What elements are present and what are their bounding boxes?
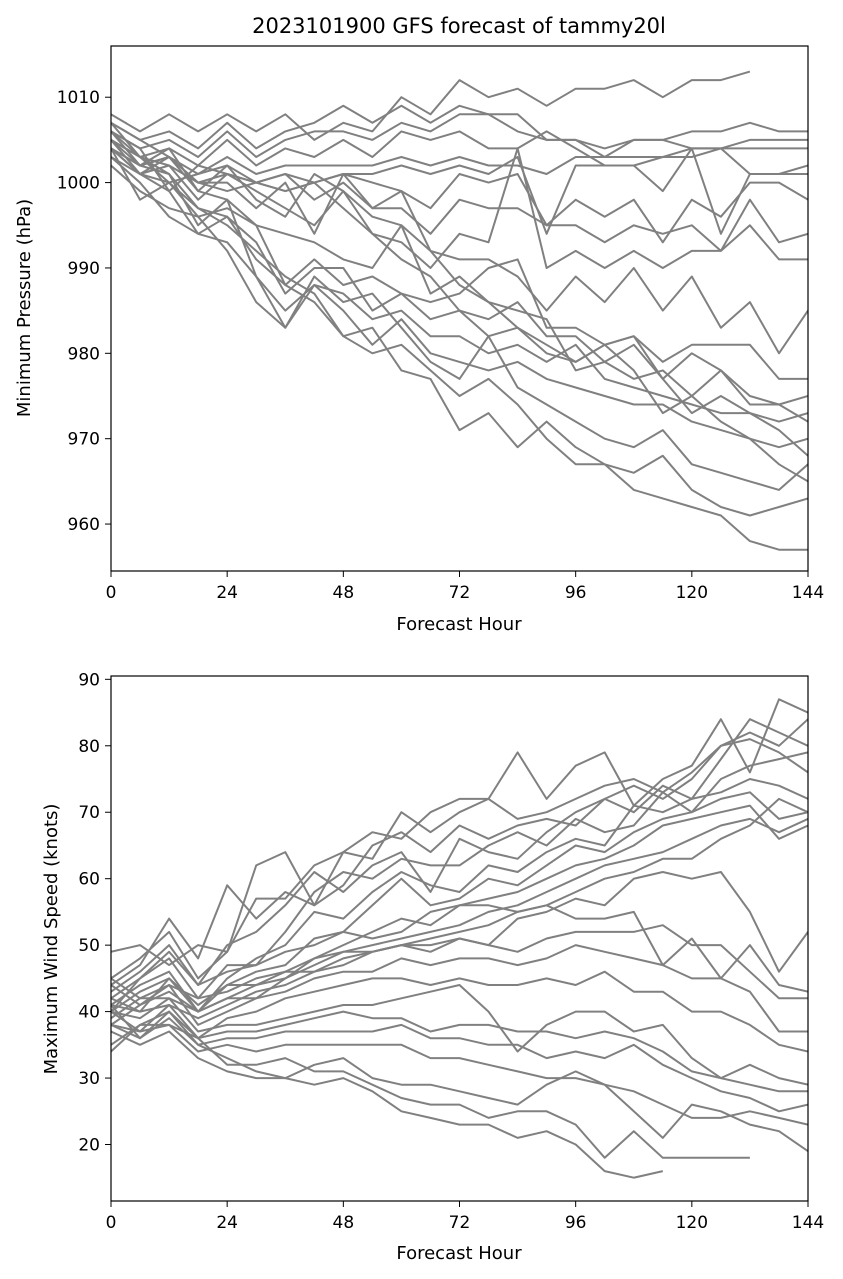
- pressure-x-tick-label: 144: [792, 583, 824, 603]
- pressure-y-axis-label: Minimum Pressure (hPa): [14, 199, 35, 417]
- chart-title: 2023101900 GFS forecast of tammy20l: [252, 14, 666, 38]
- wind-member-line-20: [111, 1017, 808, 1153]
- wind-member-line-10: [111, 797, 808, 1020]
- pressure-y-tick-label: 990: [68, 259, 100, 279]
- pressure-x-tick-label: 48: [333, 583, 355, 603]
- wind-series-layer: [111, 698, 808, 1179]
- pressure-member-line-15: [111, 130, 808, 491]
- pressure-member-line-8: [111, 147, 808, 252]
- wind-x-tick-label: 0: [106, 1213, 117, 1233]
- pressure-member-line-2: [111, 104, 808, 158]
- wind-x-axis-label: Forecast Hour: [396, 1243, 522, 1264]
- wind-y-tick-label: 50: [78, 936, 100, 956]
- wind-y-tick-label: 70: [78, 803, 100, 823]
- wind-member-line-16: [111, 984, 808, 1086]
- pressure-x-tick-label: 72: [449, 583, 471, 603]
- wind-member-line-18: [111, 1004, 808, 1113]
- pressure-x-tick-label: 24: [216, 583, 238, 603]
- wind-x-tick-label: 24: [216, 1213, 238, 1233]
- pressure-member-line-19: [111, 139, 808, 457]
- wind-member-line-15: [111, 970, 808, 1053]
- wind-member-line-17: [111, 1004, 808, 1093]
- wind-x-tick-label: 72: [449, 1213, 471, 1233]
- wind-x-tick-label: 120: [676, 1213, 708, 1233]
- pressure-member-line-18: [111, 130, 808, 423]
- pressure-member-line-20: [111, 147, 808, 483]
- pressure-y-tick-label: 1010: [57, 88, 100, 108]
- wind-x-tick-label: 48: [333, 1213, 355, 1233]
- wind-member-line-19: [111, 1023, 808, 1126]
- wind-y-tick-label: 20: [78, 1136, 100, 1156]
- wind-x-tick-label: 144: [792, 1213, 824, 1233]
- pressure-x-tick-label: 0: [106, 583, 117, 603]
- pressure-member-line-1: [111, 70, 751, 141]
- wind-axes: 0 24 48 72 96 120 144 20 30 40 50 60 70 80 90: [78, 670, 824, 1233]
- pressure-x-tick-label: 120: [676, 583, 708, 603]
- pressure-y-tick-label: 980: [68, 344, 100, 364]
- pressure-member-line-13: [111, 156, 808, 423]
- pressure-member-line-4: [111, 130, 808, 167]
- pressure-member-line-14: [111, 164, 808, 449]
- wind-member-line-21: [111, 1010, 750, 1159]
- pressure-member-line-17: [111, 122, 808, 551]
- wind-member-line-14: [111, 944, 808, 1033]
- wind-member-line-22: [111, 1030, 664, 1179]
- wind-member-line-3: [111, 738, 808, 986]
- pressure-x-axis-label: Forecast Hour: [396, 614, 522, 635]
- wind-member-line-12: [111, 904, 808, 1013]
- pressure-panel: 2023101900 GFS forecast of tammy20l 0 24 4…: [14, 14, 824, 635]
- pressure-member-line-16: [111, 147, 808, 517]
- pressure-x-tick-label: 96: [565, 583, 587, 603]
- wind-member-line-2: [111, 718, 808, 980]
- wind-x-tick-label: 96: [565, 1213, 587, 1233]
- wind-y-tick-label: 90: [78, 670, 100, 690]
- wind-member-line-6: [111, 778, 808, 1013]
- pressure-y-tick-label: 960: [68, 515, 100, 535]
- wind-y-tick-label: 40: [78, 1003, 100, 1023]
- pressure-y-tick-label: 1000: [57, 174, 100, 194]
- pressure-axes: 0 24 48 72 96 120 144 960 970 980 990 1000 1010: [57, 45, 824, 603]
- wind-panel: 0 24 48 72 96 120 144 20 30 40 50 60 70 80 90 Forecast…: [41, 670, 824, 1264]
- wind-member-line-13: [111, 924, 808, 1013]
- pressure-y-tick-label: 970: [68, 430, 100, 450]
- pressure-series-layer: [111, 70, 808, 551]
- wind-y-tick-label: 80: [78, 737, 100, 757]
- wind-y-axis-label: Maximum Wind Speed (knots): [41, 804, 62, 1075]
- wind-y-tick-label: 30: [78, 1069, 100, 1089]
- wind-y-tick-label: 60: [78, 870, 100, 890]
